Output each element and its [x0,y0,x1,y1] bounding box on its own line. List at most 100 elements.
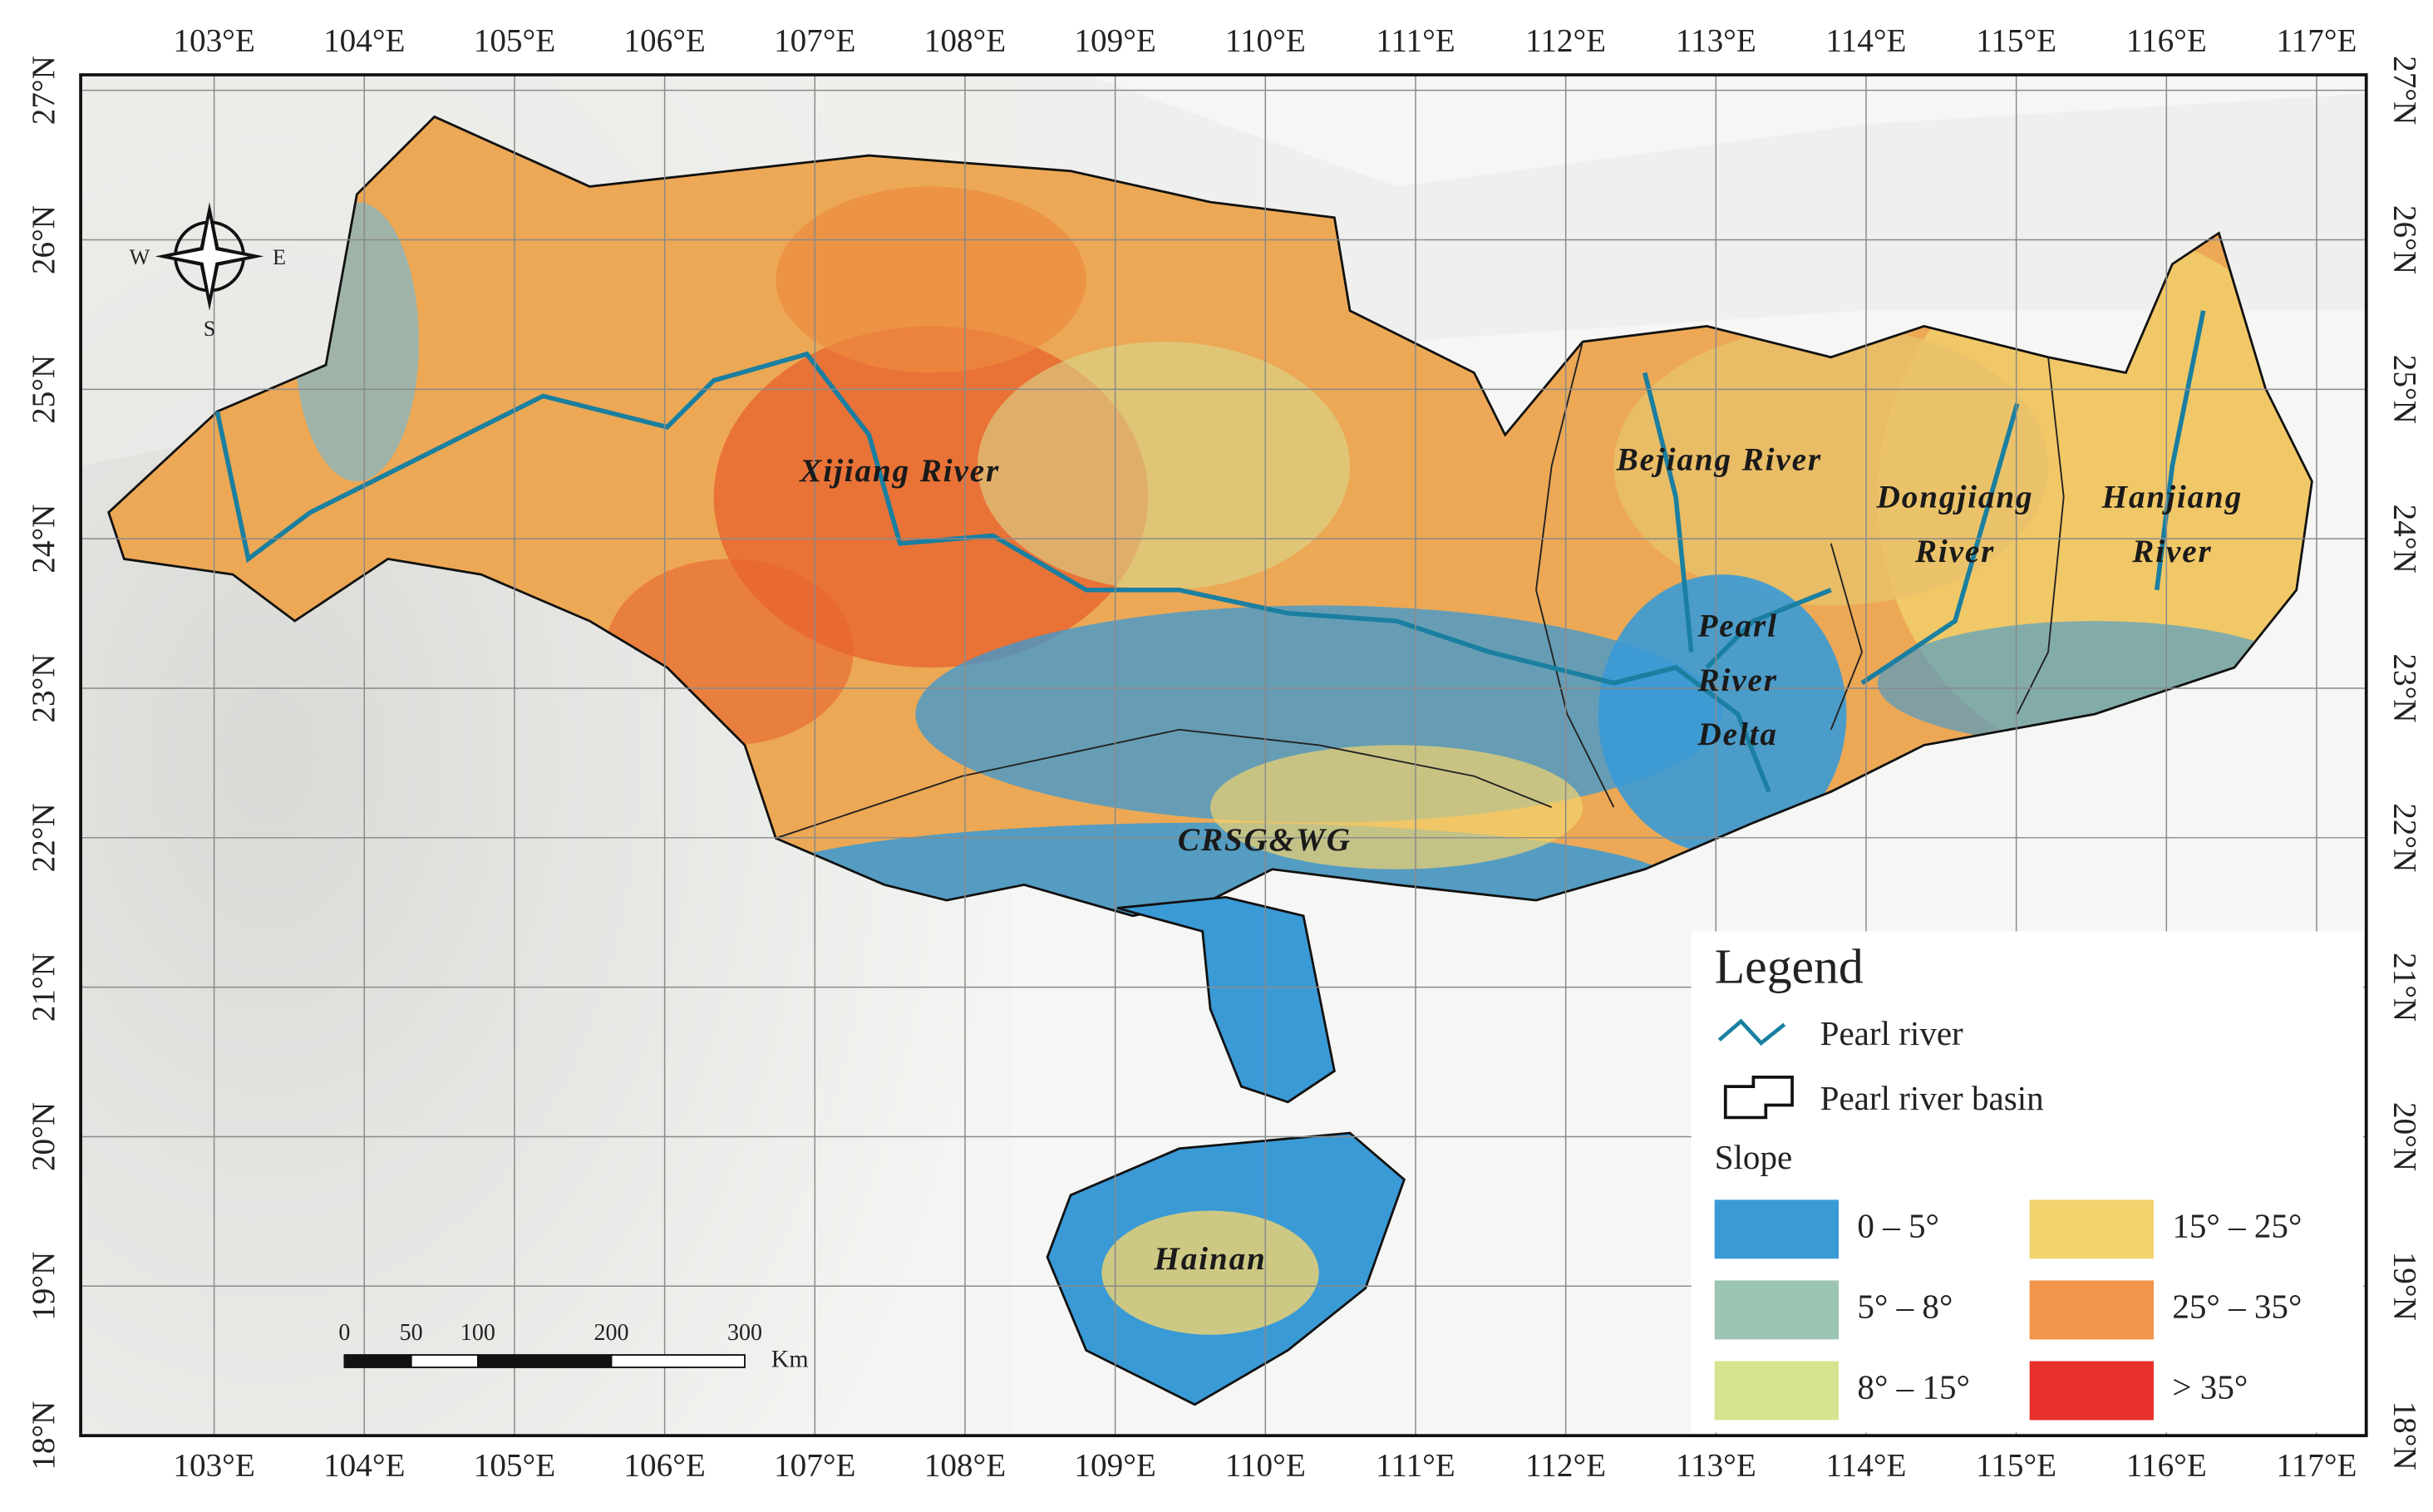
rivers [214,310,2206,793]
lat-label-right: 21°N [2387,953,2423,1022]
legend-swatch [1714,1361,1840,1421]
legend-river: Pearl river [1820,1014,1963,1052]
sub-basin-boundaries [776,341,2065,840]
lon-label-top: 104°E [323,23,405,59]
basin-icon [1723,1076,1794,1120]
legend-slope-title: Slope [1715,1138,1793,1176]
region-label: CRSG&WG [1178,822,1352,858]
lon-label-bottom: 105°E [474,1447,555,1483]
lat-label-left: 27°N [26,56,62,125]
legend-swatch [2029,1199,2154,1259]
scale-unit: Km [771,1345,809,1372]
scale-tick-label: 50 [400,1320,423,1346]
lon-label-bottom: 116°E [2126,1447,2207,1483]
legend-class-label: 15° – 25° [2172,1206,2302,1244]
lon-label-bottom: 104°E [323,1447,405,1483]
compass-south: S [204,317,216,341]
river-icon [1717,1018,1786,1047]
lat-label-right: 26°N [2387,205,2423,274]
legend-swatch [2029,1280,2154,1340]
scale-segment [343,1354,412,1368]
lon-label-bottom: 110°E [1225,1447,1306,1483]
lon-label-top: 107°E [774,23,855,59]
lon-label-top: 106°E [623,23,705,59]
map-frame [79,73,2368,1437]
region-label: Bejiang River [1616,442,1822,478]
lat-label-right: 23°N [2387,653,2423,722]
basin-outline [107,115,2313,918]
lon-label-top: 114°E [1826,23,1907,59]
legend-class-label: 0 – 5° [1857,1206,1939,1244]
legend-swatch [1714,1280,1840,1340]
lat-label-right: 20°N [2387,1102,2423,1171]
lon-label-top: 115°E [1976,23,2056,59]
lat-label-left: 24°N [26,505,62,574]
lat-label-left: 25°N [26,355,62,424]
legend-class-label: > 35° [2172,1367,2248,1406]
legend-title: Legend [1715,939,1864,994]
legend-basin: Pearl river basin [1820,1079,2044,1117]
scale-tick-label: 300 [727,1320,762,1346]
lat-label-right: 19°N [2387,1252,2423,1321]
lat-label-left: 19°N [26,1252,62,1321]
lon-label-top: 109°E [1074,23,1155,59]
lon-label-bottom: 111°E [1376,1447,1455,1483]
scale-segment [610,1354,746,1368]
legend-swatch [2029,1361,2154,1421]
compass-east: E [273,245,286,269]
region-label: Delta [1697,717,1778,752]
lon-label-bottom: 113°E [1676,1447,1756,1483]
legend-class-label: 8° – 15° [1857,1367,1969,1406]
lon-label-bottom: 117°E [2277,1447,2357,1483]
lon-label-top: 103°E [173,23,254,59]
lon-label-top: 112°E [1525,23,1606,59]
lon-label-bottom: 107°E [774,1447,855,1483]
region-label: Dongjiang [1876,479,2034,515]
region-label: Hainan [1153,1241,1266,1277]
hainan-uplands [1101,1210,1319,1335]
lon-label-top: 105°E [474,23,555,59]
legend-class-label: 25° – 35° [2172,1287,2302,1325]
peninsula [1116,895,1336,1104]
lat-label-left: 26°N [26,205,62,274]
lon-label-top: 117°E [2277,23,2357,59]
compass-west: W [130,245,150,269]
scale-segment [477,1354,613,1368]
legend-box [1691,931,2363,1433]
legend-class-label: 5° – 8° [1857,1287,1953,1325]
region-label: River [1914,534,1995,569]
lat-label-right: 22°N [2387,803,2423,872]
lon-label-bottom: 114°E [1826,1447,1907,1483]
lat-label-right: 18°N [2387,1401,2423,1470]
lat-label-right: 24°N [2387,505,2423,574]
lon-label-bottom: 103°E [173,1447,254,1483]
scale-segment [410,1354,479,1368]
lon-label-top: 108°E [924,23,1006,59]
scale-tick-label: 200 [593,1320,628,1346]
lat-label-left: 21°N [26,953,62,1022]
region-label: River [1697,662,1778,698]
lon-label-top: 113°E [1676,23,1756,59]
lon-label-bottom: 109°E [1074,1447,1155,1483]
lon-label-bottom: 108°E [924,1447,1006,1483]
scale-tick-label: 0 [338,1320,350,1346]
lon-label-top: 116°E [2126,23,2207,59]
lon-label-top: 111°E [1376,23,1455,59]
region-label: River [2131,534,2212,569]
lat-label-left: 18°N [26,1401,62,1470]
scale-tick-label: 100 [460,1320,495,1346]
region-label: Pearl [1697,608,1778,643]
lon-label-bottom: 106°E [623,1447,705,1483]
lon-label-bottom: 112°E [1525,1447,1606,1483]
lon-label-bottom: 115°E [1976,1447,2056,1483]
lat-label-left: 22°N [26,803,62,872]
region-label: Xijiang River [799,453,1000,489]
lat-label-left: 20°N [26,1102,62,1171]
lat-label-right: 27°N [2387,56,2423,125]
compass-rose [155,202,264,311]
region-label: Hanjiang [2101,479,2243,515]
legend-swatch [1714,1199,1840,1259]
lat-label-left: 23°N [26,653,62,722]
lat-label-right: 25°N [2387,355,2423,424]
